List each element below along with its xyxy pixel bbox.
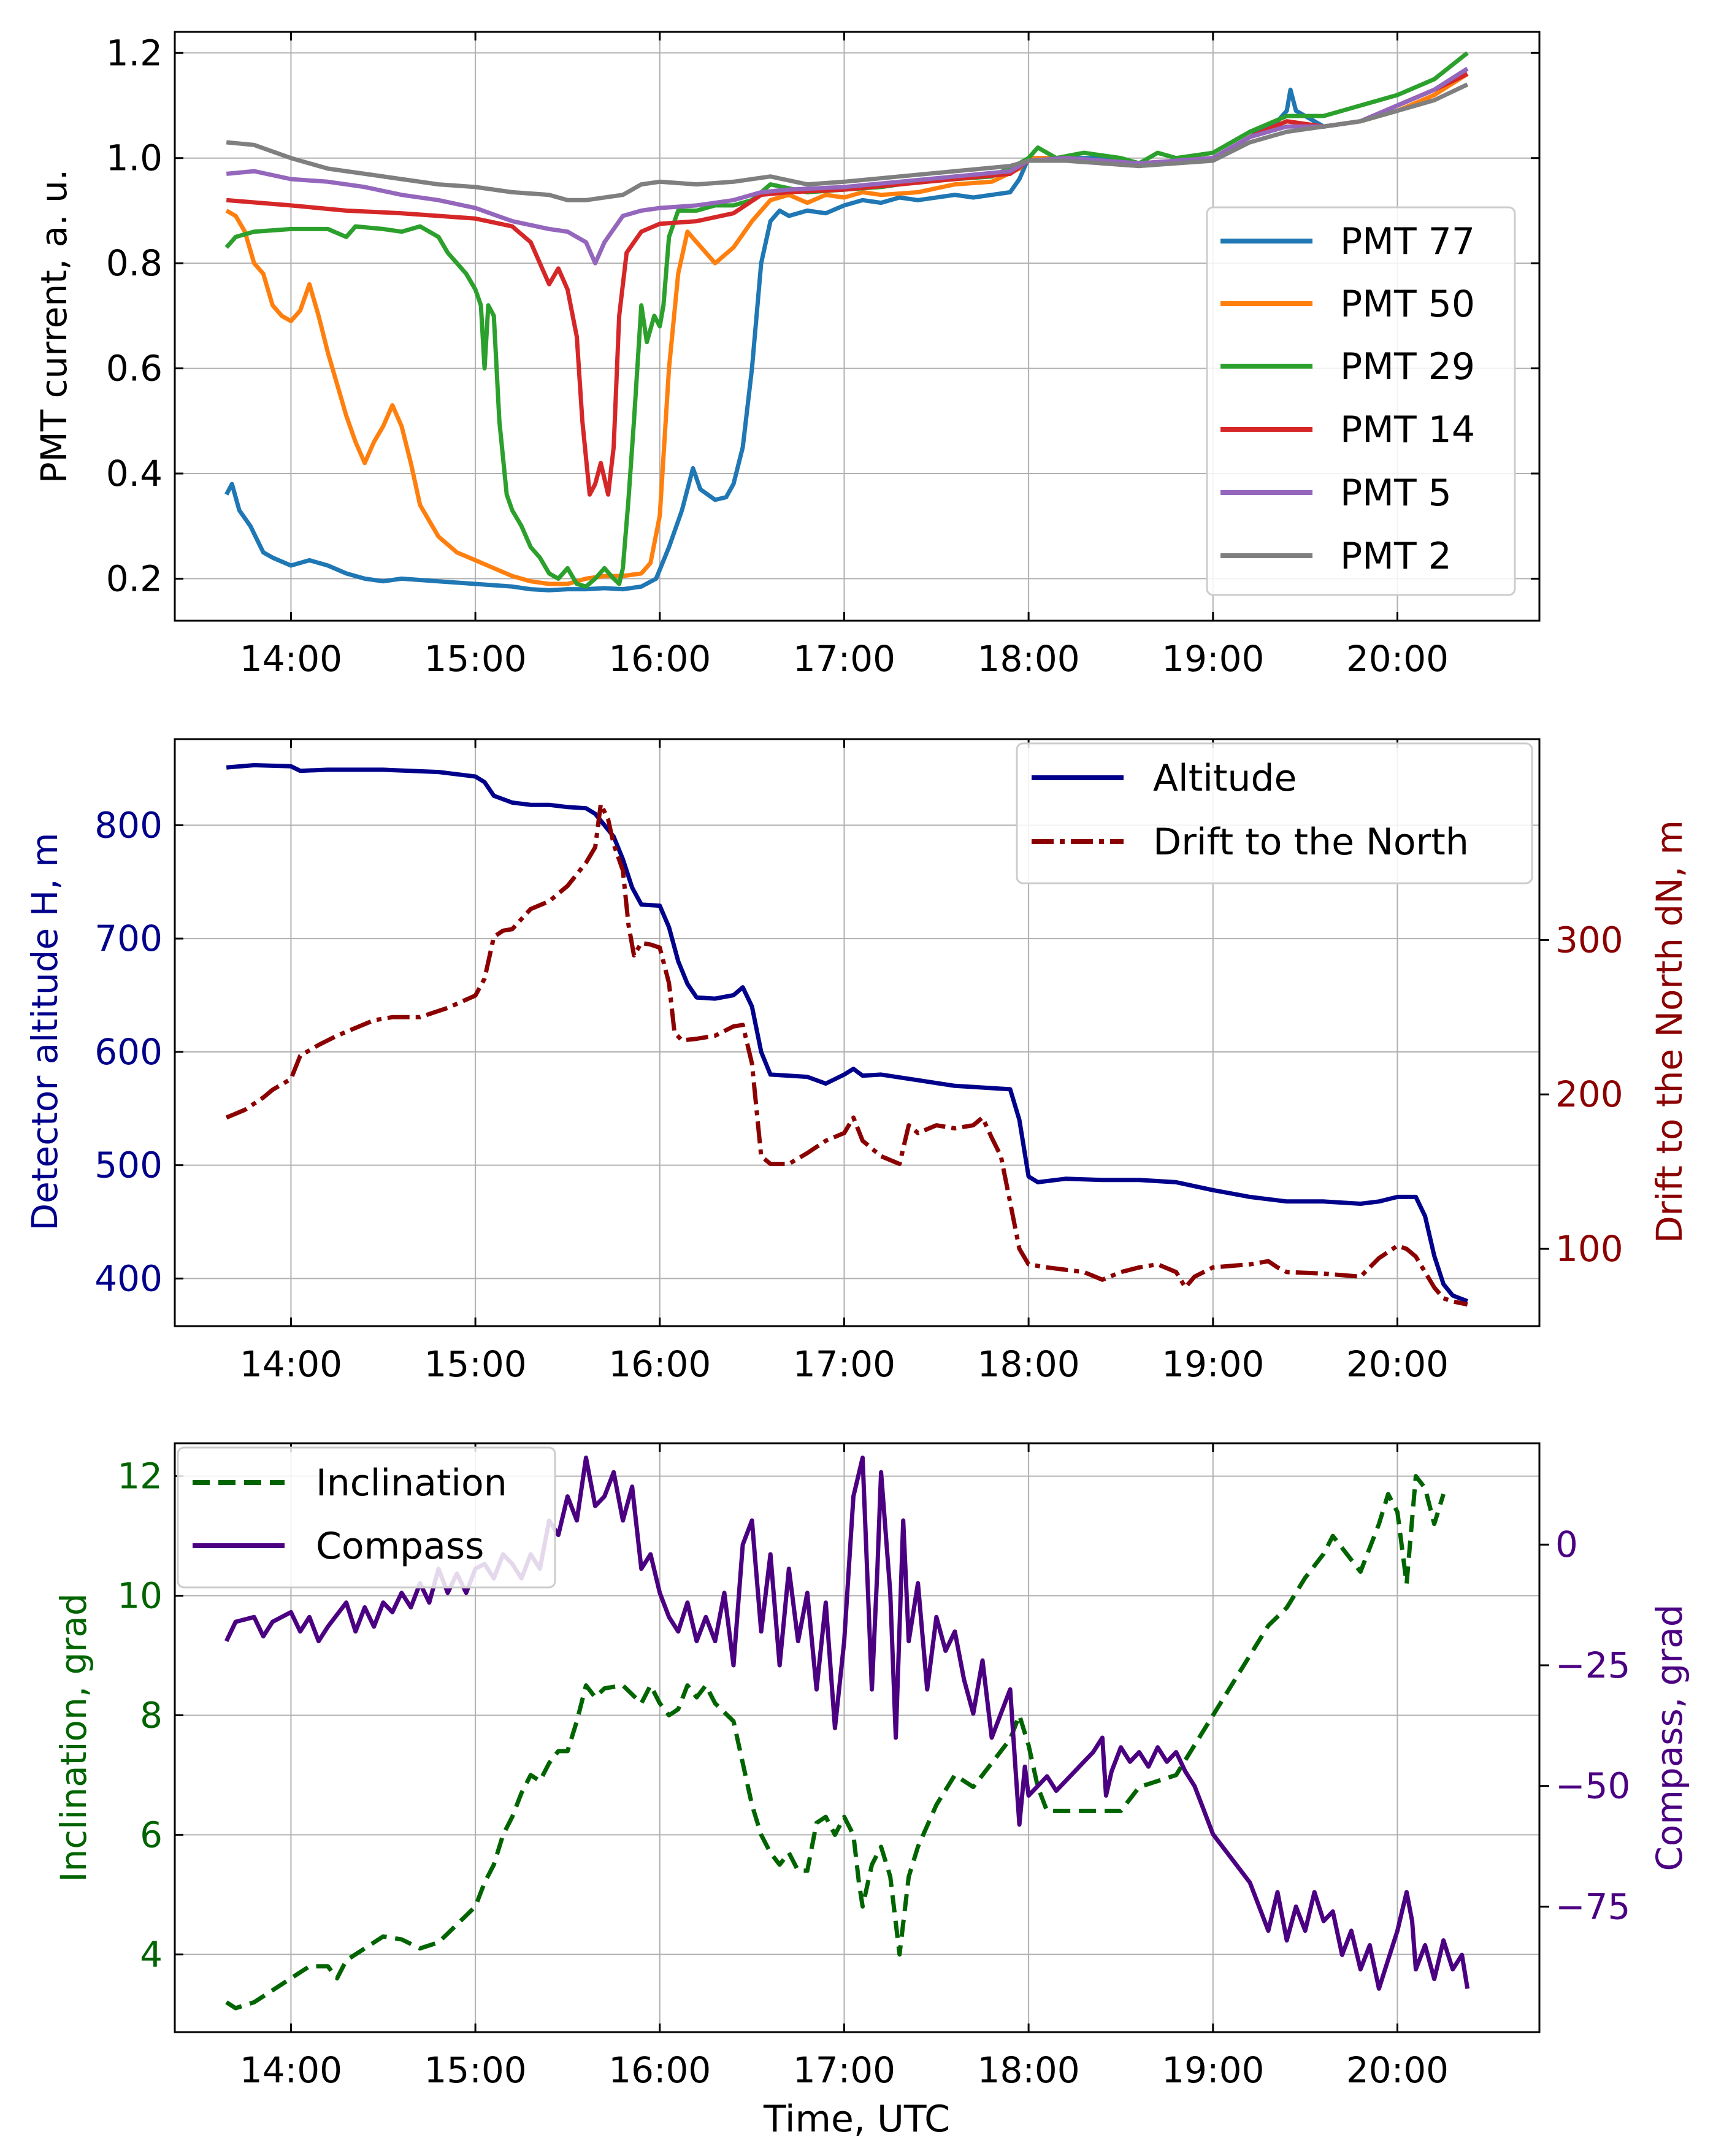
y-tick-label: 0.8: [106, 242, 163, 284]
compass-y-axis-label: Compass, grad: [1649, 1604, 1690, 1871]
x-tick-label: 16:00: [608, 1343, 711, 1385]
x-tick-label: 17:00: [793, 638, 895, 680]
pmt-legend: PMT 77 PMT 50 PMT 29 PMT 14 PMT 5 PMT 2: [1206, 206, 1516, 596]
y-tick-label: 400: [94, 1257, 163, 1299]
x-tick-label: 14:00: [240, 2049, 342, 2091]
inclination-legend: Inclination Compass: [177, 1446, 556, 1589]
legend-label-pmt-77: PMT 77: [1340, 220, 1475, 263]
x-tick-label: 17:00: [793, 2049, 895, 2091]
legend-label-pmt-29: PMT 29: [1340, 345, 1475, 388]
legend-label-pmt-2: PMT 2: [1340, 535, 1452, 578]
inclination-y-axis-label: Inclination, grad: [53, 1593, 94, 1882]
y-tick-label: 12: [117, 1456, 163, 1497]
x-tick-label: 18:00: [978, 1343, 1080, 1385]
x-tick-label: 16:00: [608, 2049, 711, 2091]
panel-inclination: 14:00 15:00 16:00 17:00 18:00 19:00 20:00 4 6 8 1…: [53, 1442, 1690, 2141]
y-tick-label: 0.6: [106, 348, 163, 389]
pmt-series: [224, 51, 1469, 593]
legend-label-compass: Compass: [316, 1525, 484, 1568]
altitude-legend-box: [1016, 742, 1533, 884]
y-tick-label: 600: [94, 1031, 163, 1073]
x-tick-label: 16:00: [608, 638, 711, 680]
y-tick-label-right: 100: [1555, 1228, 1623, 1270]
x-tick-label: 15:00: [424, 2049, 527, 2091]
y-tick-label: 10: [117, 1575, 163, 1617]
x-tick-label: 19:00: [1162, 638, 1264, 680]
y-tick-label: 6: [140, 1814, 163, 1855]
drift-y-axis-label: Drift to the North dN, m: [1649, 820, 1690, 1243]
inclination-x-ticks: 14:00 15:00 16:00 17:00 18:00 19:00 20:00: [240, 1443, 1449, 2091]
y-tick-label-right: −25: [1555, 1644, 1630, 1686]
x-tick-label: 15:00: [424, 1343, 527, 1385]
panel-altitude: 14:00 15:00 16:00 17:00 18:00 19:00 20:00 400 5…: [24, 738, 1690, 1385]
drift-y-ticks: 100 200 300: [1539, 919, 1623, 1270]
series-line-pmt-2: [226, 82, 1469, 202]
x-tick-label: 14:00: [240, 638, 342, 680]
x-tick-label: 15:00: [424, 638, 527, 680]
x-axis-label: Time, UTC: [763, 2098, 950, 2141]
compass-y-ticks: 0 −25 −50 −75: [1539, 1524, 1630, 1927]
altitude-legend: Altitude Drift to the North: [1016, 742, 1533, 884]
series-line-drift-to-the-north: [225, 802, 1468, 1307]
y-tick-label: 8: [140, 1694, 163, 1736]
series-line-pmt-29: [224, 51, 1469, 589]
x-tick-label: 14:00: [240, 1343, 342, 1385]
altitude-y-axis-label: Detector altitude H, m: [24, 832, 66, 1230]
y-tick-label-right: −50: [1555, 1765, 1630, 1807]
legend-label-inclination: Inclination: [316, 1462, 507, 1505]
pmt-axes-frame: [174, 31, 1541, 622]
altitude-series: [225, 763, 1468, 1307]
series-line-altitude: [226, 763, 1468, 1303]
x-tick-label: 20:00: [1346, 638, 1449, 680]
legend-label-altitude: Altitude: [1153, 757, 1297, 800]
altitude-axes-frame: [174, 738, 1541, 1327]
x-tick-label: 19:00: [1162, 1343, 1264, 1385]
y-tick-label: 4: [140, 1933, 163, 1975]
legend-label-pmt-5: PMT 5: [1340, 472, 1452, 515]
y-tick-label: 0.2: [106, 558, 163, 599]
y-tick-label-right: 0: [1555, 1524, 1578, 1565]
legend-label-pmt-50: PMT 50: [1340, 283, 1475, 326]
x-tick-label: 19:00: [1162, 2049, 1264, 2091]
y-tick-label: 0.4: [106, 453, 163, 494]
altitude-y-ticks: 400 500 600 700 800: [94, 804, 183, 1299]
legend-label-drift: Drift to the North: [1153, 821, 1469, 864]
y-tick-label: 500: [94, 1145, 163, 1186]
pmt-y-axis-label: PMT current, a. u.: [33, 169, 75, 484]
series-line-inclination: [225, 1474, 1446, 2011]
y-tick-label: 1.2: [106, 32, 163, 74]
legend-label-pmt-14: PMT 14: [1340, 409, 1475, 451]
x-tick-label: 20:00: [1346, 1343, 1449, 1385]
altitude-x-ticks: 14:00 15:00 16:00 17:00 18:00 19:00 20:00: [240, 739, 1449, 1385]
x-tick-label: 17:00: [793, 1343, 895, 1385]
y-tick-label: 700: [94, 918, 163, 959]
y-tick-label-right: 200: [1555, 1073, 1623, 1115]
inclination-y-ticks: 4 6 8 10 12: [117, 1456, 183, 1975]
x-tick-label: 18:00: [978, 638, 1080, 680]
series-line-pmt-5: [226, 67, 1469, 266]
y-tick-label: 800: [94, 804, 163, 846]
pmt-x-ticks: 14:00 15:00 16:00 17:00 18:00 19:00 20:00: [240, 32, 1449, 680]
y-tick-label-right: 300: [1555, 919, 1623, 961]
y-tick-label: 1.0: [106, 137, 163, 179]
y-tick-label-right: −75: [1555, 1886, 1630, 1927]
inclination-axes-frame: [174, 1442, 1541, 2033]
x-tick-label: 20:00: [1346, 2049, 1449, 2091]
pmt-y-ticks: 0.2 0.4 0.6 0.8 1.0 1.2: [106, 32, 1539, 599]
panel-pmt: 14:00 15:00 16:00 17:00 18:00 19:00 20:00 0.20…: [33, 31, 1541, 680]
x-tick-label: 18:00: [978, 2049, 1080, 2091]
